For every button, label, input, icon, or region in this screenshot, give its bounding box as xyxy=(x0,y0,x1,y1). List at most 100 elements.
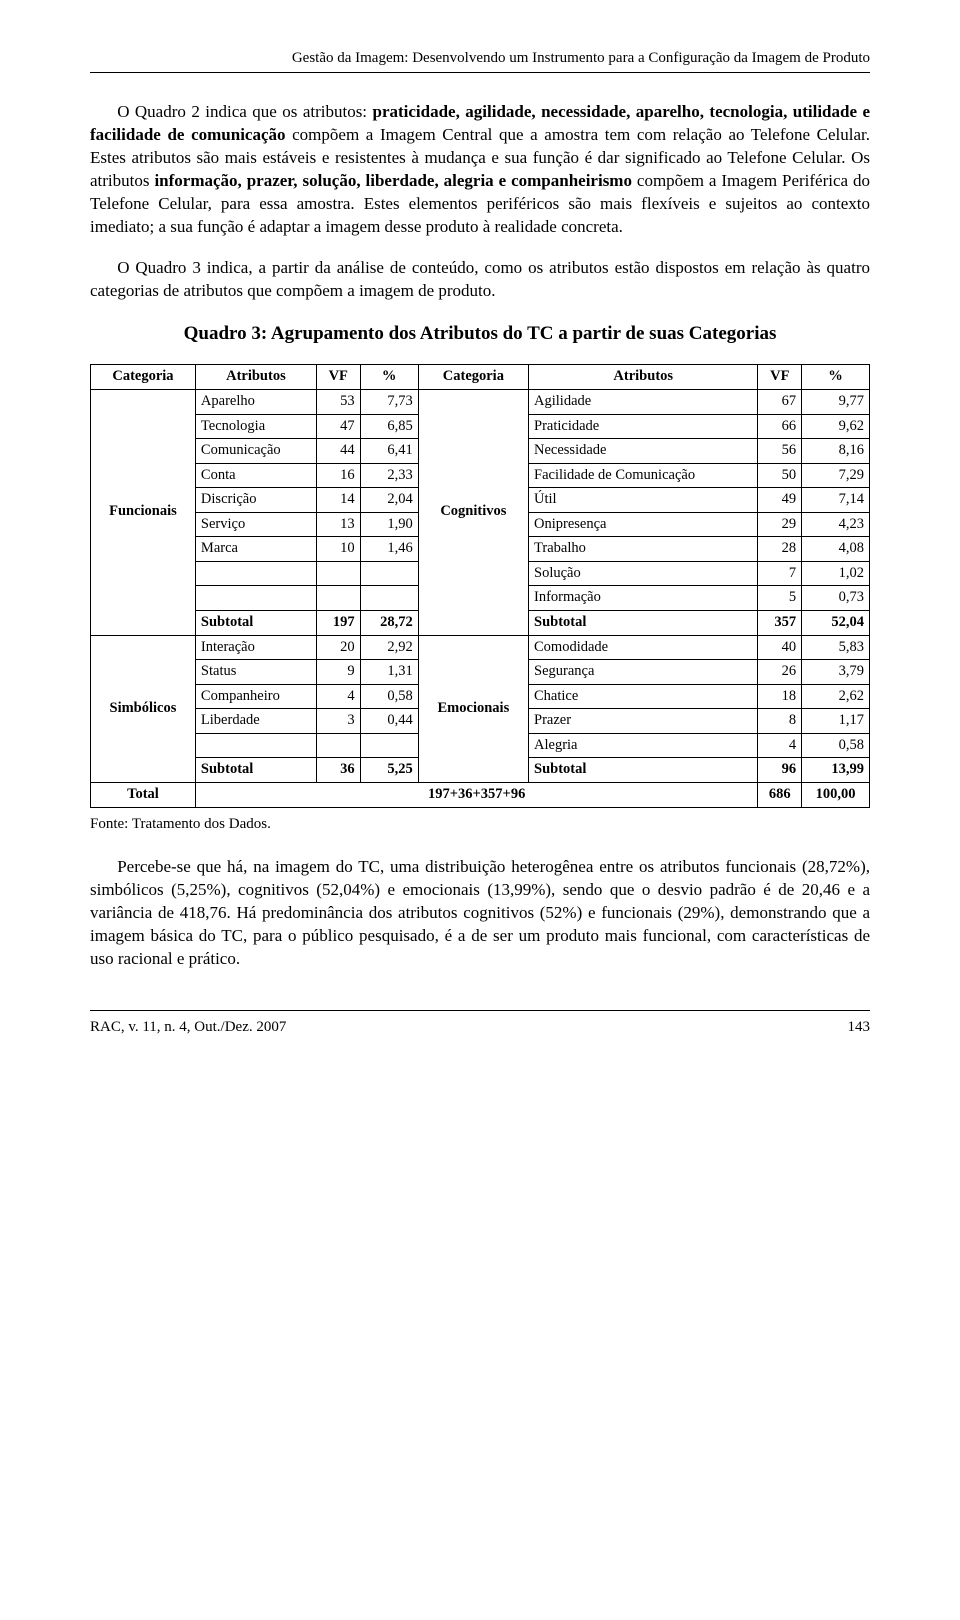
cell-attr: Necessidade xyxy=(529,439,758,464)
cell-attr: Interação xyxy=(195,635,316,660)
cell-total-expr: 197+36+357+96 xyxy=(195,782,758,807)
th-atributos-left: Atributos xyxy=(195,365,316,390)
cell-attr: Conta xyxy=(195,463,316,488)
cell-attr: Status xyxy=(195,660,316,685)
cat-simbolicos: Simbólicos xyxy=(91,635,196,782)
th-pct-left: % xyxy=(360,365,418,390)
page-footer: RAC, v. 11, n. 4, Out./Dez. 2007 143 xyxy=(90,1010,870,1037)
cell-pct: 4,23 xyxy=(802,512,870,537)
th-atributos-right: Atributos xyxy=(529,365,758,390)
cell-attr: Tecnologia xyxy=(195,414,316,439)
footer-page-number: 143 xyxy=(848,1017,871,1037)
cell-attr: Chatice xyxy=(529,684,758,709)
cell-vf: 96 xyxy=(758,758,802,783)
cell-pct: 2,92 xyxy=(360,635,418,660)
cell-pct: 0,58 xyxy=(360,684,418,709)
cell-subtotal: Subtotal xyxy=(529,611,758,636)
cell-vf: 3 xyxy=(316,709,360,734)
cell-attr: Segurança xyxy=(529,660,758,685)
cell-pct: 5,25 xyxy=(360,758,418,783)
cell-pct: 7,73 xyxy=(360,389,418,414)
cell-pct: 28,72 xyxy=(360,611,418,636)
p1-d: informação, prazer, solução, liberdade, … xyxy=(154,171,632,190)
cell-subtotal: Subtotal xyxy=(195,611,316,636)
cell-vf: 49 xyxy=(758,488,802,513)
cell-attr xyxy=(195,733,316,758)
cell-vf: 66 xyxy=(758,414,802,439)
cell-pct: 0,73 xyxy=(802,586,870,611)
cell-vf xyxy=(316,733,360,758)
cell-pct: 7,29 xyxy=(802,463,870,488)
paragraph-3: Percebe-se que há, na imagem do TC, uma … xyxy=(90,856,870,971)
cell-pct: 6,41 xyxy=(360,439,418,464)
cell-attr: Praticidade xyxy=(529,414,758,439)
p1-a: O Quadro 2 indica que os atributos: xyxy=(117,102,372,121)
cell-vf xyxy=(316,561,360,586)
table-row-total: Total 197+36+357+96 686 100,00 xyxy=(91,782,870,807)
quadro3-title: Quadro 3: Agrupamento dos Atributos do T… xyxy=(90,321,870,347)
cell-vf: 8 xyxy=(758,709,802,734)
cell-attr: Facilidade de Comunicação xyxy=(529,463,758,488)
th-vf-right: VF xyxy=(758,365,802,390)
cell-vf: 14 xyxy=(316,488,360,513)
cell-vf: 40 xyxy=(758,635,802,660)
table-header-row: Categoria Atributos VF % Categoria Atrib… xyxy=(91,365,870,390)
cell-attr: Informação xyxy=(529,586,758,611)
paragraph-1: O Quadro 2 indica que os atributos: prat… xyxy=(90,101,870,239)
cell-vf: 36 xyxy=(316,758,360,783)
cell-pct: 1,90 xyxy=(360,512,418,537)
cell-pct: 9,62 xyxy=(802,414,870,439)
cell-pct: 7,14 xyxy=(802,488,870,513)
cell-vf: 50 xyxy=(758,463,802,488)
cell-vf: 56 xyxy=(758,439,802,464)
cell-pct: 1,46 xyxy=(360,537,418,562)
cell-vf: 29 xyxy=(758,512,802,537)
cell-attr xyxy=(195,561,316,586)
cell-attr: Prazer xyxy=(529,709,758,734)
cell-attr: Comodidade xyxy=(529,635,758,660)
cell-subtotal: Subtotal xyxy=(195,758,316,783)
cell-vf: 9 xyxy=(316,660,360,685)
cell-attr: Solução xyxy=(529,561,758,586)
th-pct-right: % xyxy=(802,365,870,390)
cell-pct: 1,02 xyxy=(802,561,870,586)
cell-pct: 1,17 xyxy=(802,709,870,734)
cell-vf: 47 xyxy=(316,414,360,439)
cell-pct: 6,85 xyxy=(360,414,418,439)
cell-vf: 44 xyxy=(316,439,360,464)
running-head: Gestão da Imagem: Desenvolvendo um Instr… xyxy=(90,48,870,73)
cell-vf: 7 xyxy=(758,561,802,586)
cell-total-pct: 100,00 xyxy=(802,782,870,807)
paragraph-2: O Quadro 3 indica, a partir da análise d… xyxy=(90,257,870,303)
table-row: Simbólicos Interação202,92 Emocionais Co… xyxy=(91,635,870,660)
cell-vf: 357 xyxy=(758,611,802,636)
th-vf-left: VF xyxy=(316,365,360,390)
cell-vf: 4 xyxy=(316,684,360,709)
footer-left: RAC, v. 11, n. 4, Out./Dez. 2007 xyxy=(90,1017,286,1037)
cell-vf: 67 xyxy=(758,389,802,414)
cell-pct: 8,16 xyxy=(802,439,870,464)
cell-attr: Serviço xyxy=(195,512,316,537)
cell-vf: 10 xyxy=(316,537,360,562)
cell-attr: Liberdade xyxy=(195,709,316,734)
cell-total-vf: 686 xyxy=(758,782,802,807)
cell-pct: 0,58 xyxy=(802,733,870,758)
cell-pct: 1,31 xyxy=(360,660,418,685)
cell-pct xyxy=(360,733,418,758)
cell-attr xyxy=(195,586,316,611)
cat-cognitivos: Cognitivos xyxy=(418,389,528,635)
cell-pct: 2,04 xyxy=(360,488,418,513)
cell-vf: 197 xyxy=(316,611,360,636)
cell-pct xyxy=(360,561,418,586)
cell-vf: 16 xyxy=(316,463,360,488)
fonte: Fonte: Tratamento dos Dados. xyxy=(90,814,870,834)
cell-attr: Aparelho xyxy=(195,389,316,414)
cell-attr: Útil xyxy=(529,488,758,513)
cell-vf: 18 xyxy=(758,684,802,709)
cell-pct: 0,44 xyxy=(360,709,418,734)
cell-pct: 9,77 xyxy=(802,389,870,414)
cell-vf: 53 xyxy=(316,389,360,414)
cell-attr: Marca xyxy=(195,537,316,562)
cell-attr: Trabalho xyxy=(529,537,758,562)
cell-attr: Discrição xyxy=(195,488,316,513)
